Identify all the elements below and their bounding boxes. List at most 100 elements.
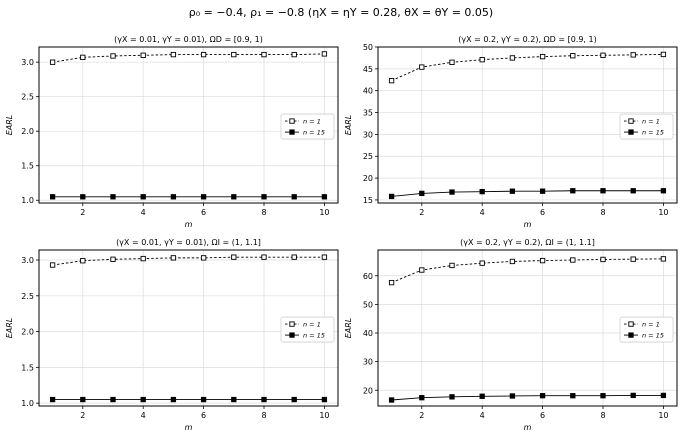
data-point-series-1 xyxy=(570,257,576,263)
x-tick-label: 10 xyxy=(658,208,668,217)
y-tick-label: 60 xyxy=(363,272,373,281)
data-point-series-2 xyxy=(80,396,86,403)
legend: n = 1 n = 15 xyxy=(619,113,674,140)
data-point-series-1 xyxy=(449,59,455,65)
data-point-series-2 xyxy=(231,396,237,403)
plot-frame xyxy=(377,46,678,204)
y-tick-label: 30 xyxy=(363,130,373,139)
legend-label: n = 1 xyxy=(642,321,660,329)
data-point-series-2 xyxy=(170,396,177,403)
data-point-series-2 xyxy=(321,396,328,403)
legend-marker xyxy=(628,118,634,124)
data-point-series-1 xyxy=(200,51,207,58)
x-tick-label: 2 xyxy=(419,208,424,217)
data-point-series-1 xyxy=(170,51,177,58)
data-point-series-2 xyxy=(479,393,485,399)
data-point-series-1 xyxy=(291,51,297,58)
data-point-series-1 xyxy=(140,255,146,262)
chart-panel-1: (γX = 0.01, γY = 0.01), ΩD = [0.9, 1) 2 4 6… xyxy=(5,35,339,229)
data-point-series-2 xyxy=(200,194,207,200)
data-point-series-2 xyxy=(419,395,425,401)
y-tick-label: 1.5 xyxy=(21,363,34,372)
y-axis-label: EARL xyxy=(344,115,353,136)
legend-marker xyxy=(289,118,295,124)
data-point-series-1 xyxy=(539,53,546,60)
data-point-series-1 xyxy=(321,254,328,260)
chart-title: (γX = 0.01, γY = 0.01), ΩI = (1, 1.1] xyxy=(116,238,261,247)
y-tick-label: 2.5 xyxy=(21,93,34,102)
data-point-series-2 xyxy=(261,194,267,200)
x-tick-label: 8 xyxy=(600,411,605,420)
data-point-series-1 xyxy=(291,254,297,260)
plot-frame xyxy=(377,249,678,407)
data-point-series-1 xyxy=(660,51,667,58)
legend-label: n = 15 xyxy=(642,332,664,340)
data-point-series-1 xyxy=(231,51,237,58)
data-point-series-1 xyxy=(200,255,207,261)
data-point-series-2 xyxy=(49,396,56,403)
data-point-series-1 xyxy=(49,59,56,65)
data-point-series-2 xyxy=(539,393,546,399)
data-point-series-2 xyxy=(479,188,485,195)
x-tick-label: 4 xyxy=(141,208,146,217)
y-tick-label: 40 xyxy=(363,87,373,96)
series-line-2 xyxy=(391,394,664,401)
y-axis-label: EARL xyxy=(344,318,353,339)
y-axis-label: EARL xyxy=(5,115,14,136)
data-point-series-1 xyxy=(600,256,606,263)
data-point-series-2 xyxy=(291,396,297,403)
data-point-series-1 xyxy=(509,258,516,265)
y-tick-label: 20 xyxy=(363,386,373,395)
data-point-series-2 xyxy=(570,393,576,399)
legend-label: n = 1 xyxy=(303,118,321,126)
chart-panel-4: (γX = 0.2, γY = 0.2), ΩI = (1, 1.1] 2 4 6 8 1… xyxy=(344,238,678,432)
x-tick-label: 6 xyxy=(201,411,206,420)
data-point-series-1 xyxy=(388,77,395,84)
y-tick-label: 3.0 xyxy=(21,256,34,265)
legend: n = 1 n = 15 xyxy=(280,316,335,343)
data-point-series-2 xyxy=(140,194,146,200)
data-point-series-2 xyxy=(140,396,146,403)
y-tick-label: 50 xyxy=(363,43,373,52)
data-point-series-1 xyxy=(49,262,56,268)
chart-title: (γX = 0.01, γY = 0.01), ΩD = [0.9, 1) xyxy=(114,35,263,44)
series-line-1 xyxy=(52,256,325,266)
x-tick-label: 6 xyxy=(201,208,206,217)
data-point-series-2 xyxy=(170,194,177,200)
data-point-series-1 xyxy=(630,52,636,58)
data-point-series-1 xyxy=(140,52,146,58)
data-point-series-1 xyxy=(388,279,395,286)
x-tick-label: 2 xyxy=(80,208,85,217)
y-tick-label: 3.0 xyxy=(21,58,34,67)
y-tick-label: 1.0 xyxy=(21,399,34,408)
data-point-series-2 xyxy=(539,188,546,194)
legend-marker xyxy=(628,321,634,327)
x-axis-label: m xyxy=(185,423,193,432)
chart-panel-2: (γX = 0.2, γY = 0.2), ΩD = [0.9, 1) 2 4 6 8 1… xyxy=(344,35,678,229)
data-point-series-2 xyxy=(509,393,516,399)
data-point-series-2 xyxy=(388,193,395,200)
data-point-series-1 xyxy=(419,64,425,70)
legend-marker xyxy=(289,321,295,327)
data-point-series-1 xyxy=(600,52,606,58)
data-point-series-2 xyxy=(600,393,606,399)
y-tick-label: 40 xyxy=(363,329,373,338)
legend-label: n = 15 xyxy=(303,129,325,137)
legend-label: n = 15 xyxy=(303,332,325,340)
series-line-1 xyxy=(391,258,664,284)
data-point-series-1 xyxy=(261,254,267,260)
legend-marker xyxy=(628,332,634,338)
y-tick-label: 50 xyxy=(363,300,373,309)
data-point-series-2 xyxy=(49,194,56,200)
y-tick-label: 25 xyxy=(363,152,373,161)
data-point-series-1 xyxy=(660,256,667,262)
x-tick-label: 4 xyxy=(141,411,146,420)
y-tick-label: 20 xyxy=(363,174,373,183)
y-tick-label: 2.5 xyxy=(21,292,34,301)
figure-suptitle: ρ₀ = −0.4, ρ₁ = −0.8 (ηX = ηY = 0.28, θX… xyxy=(189,6,493,19)
chart-title: (γX = 0.2, γY = 0.2), ΩD = [0.9, 1) xyxy=(458,35,596,44)
legend-marker xyxy=(628,129,634,135)
x-axis-label: m xyxy=(524,423,532,432)
y-tick-label: 1.5 xyxy=(21,162,34,171)
x-tick-label: 4 xyxy=(480,411,485,420)
